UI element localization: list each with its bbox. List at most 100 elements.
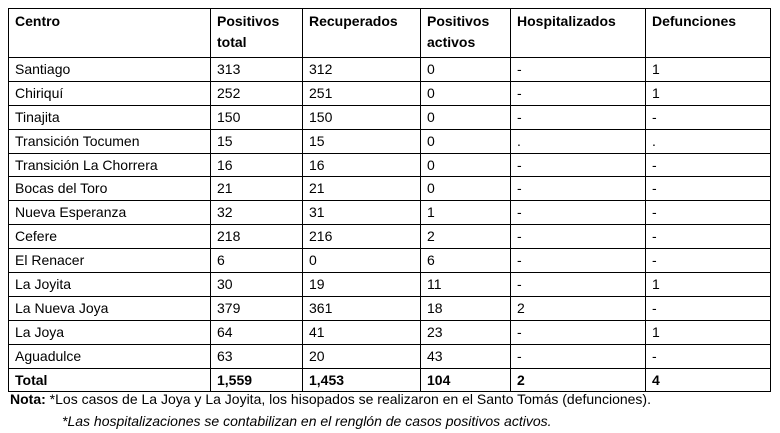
table-cell: 218: [210, 224, 303, 250]
table-cell: 41: [302, 319, 421, 345]
table-cell: -: [510, 272, 646, 297]
table-cell: Tinajita: [8, 104, 211, 130]
data-table: Centro Positivos total Recuperados Positivos…: [8, 8, 771, 393]
table-cell: 361: [302, 295, 421, 321]
table-row: Aguadulce 63 20 43- -: [8, 343, 771, 369]
table-cell: 43: [420, 343, 511, 369]
total-cell: 104: [420, 367, 511, 393]
table-cell: -: [645, 343, 771, 369]
table-cell: -: [510, 152, 646, 178]
table-cell: 6: [210, 248, 303, 274]
header-cell: Recuperados: [302, 8, 421, 58]
table-cell: 64: [210, 319, 303, 345]
table-cell: -: [510, 176, 646, 202]
header-cell: Centro: [8, 8, 211, 58]
table-cell: Cefere: [8, 224, 211, 250]
table-cell: 30: [210, 272, 303, 297]
table-cell: Aguadulce: [8, 343, 211, 369]
table-cell: 20: [302, 343, 421, 369]
table-cell: .: [510, 128, 646, 154]
header-text: Centro: [15, 13, 61, 29]
table-cell: 379: [210, 295, 303, 321]
note-label: Nota:: [10, 391, 46, 407]
table-cell: -: [645, 200, 771, 226]
table-row: Cefere 218 216 2- -: [8, 224, 771, 250]
table-cell: 16: [302, 152, 421, 178]
total-cell: 4: [645, 367, 771, 393]
table-cell: 150: [302, 104, 421, 130]
table-cell: El Renacer: [8, 248, 211, 274]
table-row: El Renacer 6 0 6- -: [8, 248, 771, 274]
table-cell: -: [510, 57, 646, 82]
header-text: Recuperados: [309, 13, 398, 29]
header-cell: Positivos activos: [420, 8, 511, 58]
table-cell: 31: [302, 200, 421, 226]
table-cell: -: [645, 152, 771, 178]
table-cell: 150: [210, 104, 303, 130]
table-cell: 11: [420, 272, 511, 297]
table-cell: La Joya: [8, 319, 211, 345]
total-cell: 1,559: [210, 367, 303, 393]
header-text: Hospitalizados: [517, 13, 616, 29]
header-text: Positivos: [217, 13, 280, 29]
table-cell: 2: [420, 224, 511, 250]
table-row: La Nueva Joya 379 361 18 2-: [8, 295, 771, 321]
table-cell: 0: [420, 104, 511, 130]
table-cell: Santiago: [8, 57, 211, 82]
table-cell: 252: [210, 80, 303, 106]
table-cell: 1: [645, 57, 771, 82]
table-cell: 0: [420, 80, 511, 106]
table-row: Nueva Esperanza 32 31 1- -: [8, 200, 771, 226]
table-row: Santiago 313 312 0-1: [8, 57, 771, 82]
table-cell: -: [510, 343, 646, 369]
table-cell: La Nueva Joya: [8, 295, 211, 321]
table-cell: 1: [645, 319, 771, 345]
table-cell: Bocas del Toro: [8, 176, 211, 202]
header-text: Positivos: [427, 13, 490, 29]
table-cell: -: [645, 176, 771, 202]
table-cell: Chiriquí: [8, 80, 211, 106]
table-row: La Joyita 30 19 11-1: [8, 272, 771, 297]
header-text: total: [217, 34, 247, 50]
table-cell: -: [645, 104, 771, 130]
header-cell: Hospitalizados: [510, 8, 646, 58]
table-cell: 15: [210, 128, 303, 154]
table-cell: 23: [420, 319, 511, 345]
table-cell: 0: [420, 152, 511, 178]
table-cell: 32: [210, 200, 303, 226]
table-cell: 0: [420, 128, 511, 154]
table-row: Transición Tocumen 15 15 0..: [8, 128, 771, 154]
table-row: La Joya 64 41 23-1: [8, 319, 771, 345]
table-cell: 2: [510, 295, 646, 321]
header-row: Centro Positivos total Recuperados Positivos…: [8, 8, 771, 58]
table-row: Tinajita 150 150 0- -: [8, 104, 771, 130]
table-cell: 19: [302, 272, 421, 297]
table-row: Chiriquí 252 251 0-1: [8, 80, 771, 106]
table-cell: -: [510, 80, 646, 106]
table-cell: 1: [420, 200, 511, 226]
table-cell: 0: [302, 248, 421, 274]
table-cell: 251: [302, 80, 421, 106]
table-cell: Nueva Esperanza: [8, 200, 211, 226]
table-cell: -: [645, 224, 771, 250]
table-cell: 21: [210, 176, 303, 202]
notes: Nota: *Los casos de La Joya y La Joyita,…: [10, 388, 651, 432]
table-cell: 0: [420, 176, 511, 202]
table-cell: -: [510, 200, 646, 226]
table-cell: 216: [302, 224, 421, 250]
total-cell: Total: [8, 367, 211, 393]
table-cell: 21: [302, 176, 421, 202]
table-cell: 1: [645, 80, 771, 106]
note-line: Nota: *Los casos de La Joya y La Joyita,…: [10, 388, 651, 410]
note-text: *Los casos de La Joya y La Joyita, los h…: [49, 391, 651, 407]
table-cell: -: [510, 248, 646, 274]
table-cell: 63: [210, 343, 303, 369]
table-cell: -: [645, 248, 771, 274]
table-cell: La Joyita: [8, 272, 211, 297]
table-cell: 313: [210, 57, 303, 82]
table-cell: -: [510, 319, 646, 345]
table-cell: Transición La Chorrera: [8, 152, 211, 178]
table-cell: Transición Tocumen: [8, 128, 211, 154]
header-text: Defunciones: [652, 13, 737, 29]
table-cell: 16: [210, 152, 303, 178]
